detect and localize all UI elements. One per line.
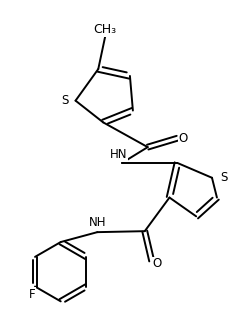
- Text: S: S: [220, 171, 227, 184]
- Text: CH₃: CH₃: [94, 23, 117, 36]
- Text: NH: NH: [89, 216, 106, 229]
- Text: O: O: [152, 257, 161, 270]
- Text: O: O: [179, 132, 188, 145]
- Text: F: F: [29, 288, 35, 301]
- Text: S: S: [61, 94, 69, 107]
- Text: HN: HN: [110, 148, 128, 161]
